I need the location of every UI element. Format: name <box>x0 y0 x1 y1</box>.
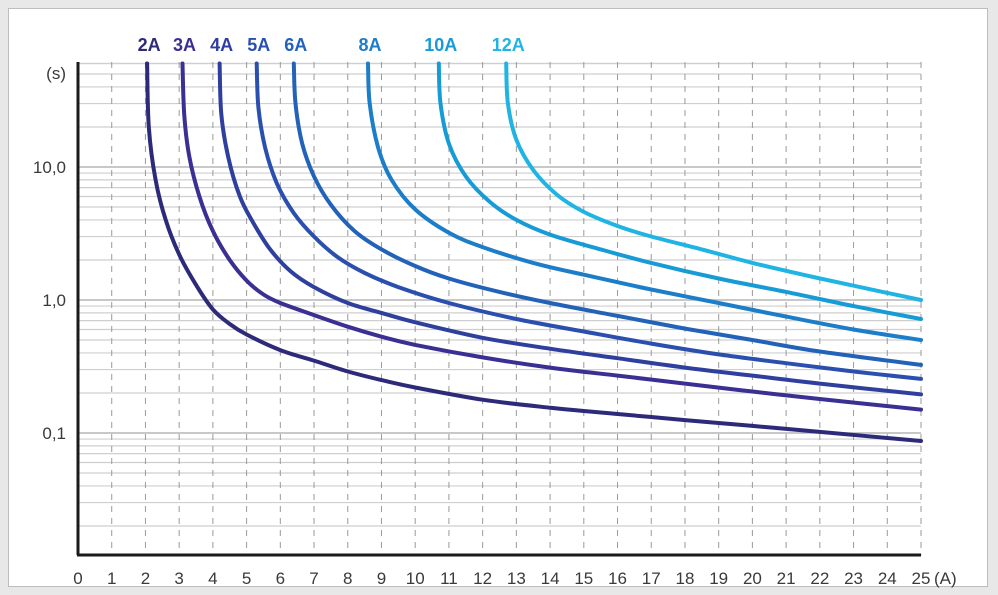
x-tick-labels: 0 1 2 3 4 5 6 7 8 9 10 11 12 13 14 15 16 17 18 19 20 21 22 23 24… <box>73 569 930 588</box>
x-tick-label: 9 <box>377 569 386 588</box>
x-tick-label: 6 <box>276 569 285 588</box>
x-tick-label: 23 <box>844 569 863 588</box>
x-tick-label: 12 <box>473 569 492 588</box>
y-gridlines <box>78 62 921 527</box>
x-tick-label: 0 <box>73 569 82 588</box>
curve-12a <box>504 61 923 302</box>
curve-2a <box>145 61 923 443</box>
y-tick-label: 0,1 <box>42 424 66 443</box>
curve-8a <box>366 61 923 342</box>
legend-8a: 8A <box>358 35 381 55</box>
x-tick-label: 14 <box>541 569 560 588</box>
x-tick-label: 13 <box>507 569 526 588</box>
legend-10a: 10A <box>424 35 457 55</box>
x-tick-label: 2 <box>141 569 150 588</box>
x-tick-label: 3 <box>174 569 183 588</box>
legend-12a: 12A <box>492 35 525 55</box>
y-tick-label: 10,0 <box>33 158 66 177</box>
x-tick-label: 10 <box>406 569 425 588</box>
x-tick-label: 5 <box>242 569 251 588</box>
legend-3a: 3A <box>173 35 196 55</box>
x-tick-label: 15 <box>574 569 593 588</box>
x-axis-unit-label: (A) <box>934 569 957 588</box>
x-gridlines <box>111 62 922 555</box>
curve-4a <box>217 61 923 397</box>
curve-3a <box>180 61 923 412</box>
x-tick-label: 4 <box>208 569 217 588</box>
y-tick-labels: 10,0 1,0 0,1 <box>33 158 66 443</box>
axes <box>76 62 921 557</box>
legend-4a: 4A <box>210 35 233 55</box>
x-tick-label: 22 <box>810 569 829 588</box>
legend-5a: 5A <box>247 35 270 55</box>
legend-2a: 2A <box>138 35 161 55</box>
x-tick-label: 11 <box>440 569 458 588</box>
y-tick-label: 1,0 <box>42 291 66 310</box>
curve-6a <box>291 61 923 367</box>
y-axis-unit-label: (s) <box>46 64 66 83</box>
x-tick-label: 20 <box>743 569 762 588</box>
curve-10a <box>436 61 923 321</box>
legend-6a: 6A <box>284 35 307 55</box>
x-tick-label: 17 <box>642 569 661 588</box>
curve-5a <box>254 61 923 381</box>
x-tick-label: 25 <box>912 569 931 588</box>
x-tick-label: 16 <box>608 569 627 588</box>
x-tick-label: 1 <box>107 569 116 588</box>
chart-frame <box>8 8 988 587</box>
x-tick-label: 19 <box>709 569 728 588</box>
x-tick-label: 7 <box>309 569 318 588</box>
x-tick-label: 18 <box>675 569 694 588</box>
x-tick-label: 24 <box>878 569 897 588</box>
curves <box>145 61 923 443</box>
legend: 2A 3A 4A 5A 6A 8A 10A 12A <box>138 35 525 55</box>
x-tick-label: 8 <box>343 569 352 588</box>
x-tick-label: 21 <box>777 569 796 588</box>
